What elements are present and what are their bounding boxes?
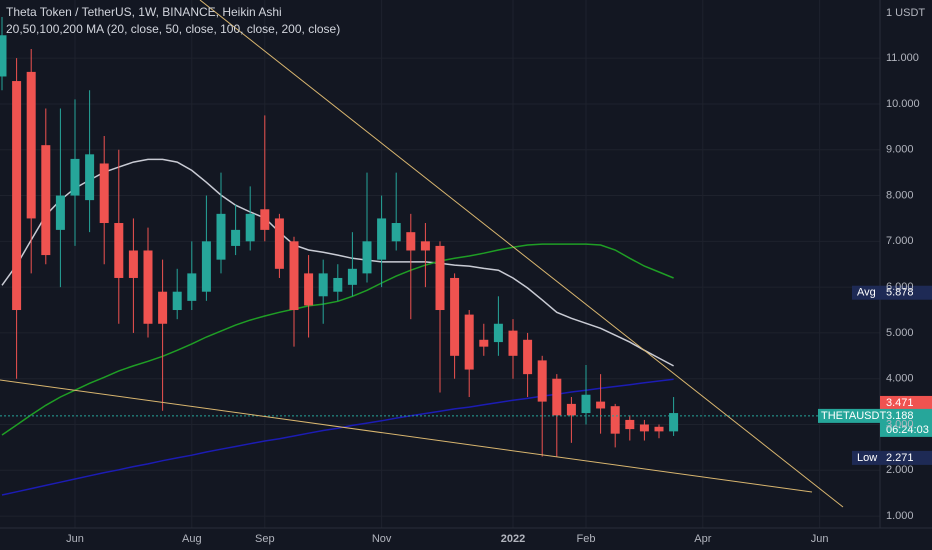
candle-body (41, 145, 51, 256)
candle-body (12, 81, 22, 311)
price-marker-box (880, 395, 932, 410)
x-tick-label: Feb (577, 533, 596, 545)
candle-body (377, 218, 387, 260)
indicator-label: 20,50,100,200 MA (20, close, 50, close, … (6, 22, 340, 36)
candle-body (537, 360, 547, 402)
candle-body (187, 273, 197, 301)
x-tick-label: Aug (182, 533, 202, 545)
candle-body (406, 232, 416, 251)
candle-body (85, 154, 95, 201)
candle-body (639, 424, 649, 432)
x-tick-label: Jun (66, 533, 84, 545)
candle-body (128, 250, 138, 278)
chart-title: Theta Token / TetherUS, 1W, BINANCE, Hei… (6, 5, 282, 19)
x-tick-label: Nov (372, 533, 392, 545)
x-tick-label: Sep (255, 533, 275, 545)
candle-body (581, 394, 591, 414)
time-axis (0, 528, 932, 550)
moving-average-line (1, 378, 674, 496)
y-tick-label: 2.000 (886, 464, 914, 476)
trend-line (0, 379, 813, 493)
moving-average-line (1, 243, 674, 436)
price-marker-name: Low (857, 452, 877, 464)
x-tick-label: 2022 (501, 533, 525, 545)
candle-body (289, 241, 299, 311)
candle-body (464, 314, 474, 370)
moving-average-line (1, 158, 674, 367)
candle-body (143, 250, 153, 324)
price-marker-box (818, 408, 880, 423)
price-marker-value: 5.878 (886, 287, 914, 299)
candle-body (435, 245, 445, 311)
candle-body (26, 71, 36, 219)
candle-body (654, 426, 664, 432)
candle-body (201, 241, 211, 292)
price-marker-name: Avg (857, 287, 876, 299)
y-tick-label: 11.000 (886, 52, 919, 64)
y-tick-label: 9.000 (886, 144, 914, 156)
candle-body (231, 229, 241, 246)
candle-body (347, 268, 357, 285)
candle-body (172, 291, 182, 311)
candle-body (523, 339, 533, 375)
candle-body (70, 158, 80, 196)
candle-body (596, 401, 606, 409)
candle-body (0, 35, 7, 77)
y-tick-label: 10.000 (886, 98, 920, 110)
candle-body (245, 213, 255, 242)
candle-body (318, 273, 328, 297)
y-tick-label: 3.000 (886, 418, 914, 430)
y-tick-label: 1.000 (886, 510, 914, 522)
candle-body (610, 406, 620, 434)
candle-body (274, 218, 284, 269)
candle-body (158, 291, 168, 324)
candle-body (99, 163, 109, 224)
currency-label: 1 USDT (886, 7, 925, 19)
candle-body (479, 339, 489, 347)
candle-body (552, 378, 562, 416)
y-tick-label: 8.000 (886, 189, 914, 201)
price-marker-value: 3.188 (886, 410, 914, 422)
candle-body (493, 323, 503, 343)
candle-body (566, 403, 576, 416)
trend-line (199, 0, 844, 508)
price-marker-value: 3.471 (886, 397, 914, 409)
price-marker-name: THETAUSDT (821, 410, 886, 422)
candle-body (450, 277, 460, 356)
candle-body (362, 241, 372, 274)
y-tick-label: 6.000 (886, 281, 914, 293)
candle-body (55, 195, 65, 230)
y-tick-label: 4.000 (886, 373, 914, 385)
countdown: 06:24:03 (886, 424, 929, 436)
candle-body (391, 223, 401, 242)
price-marker-value: 2.271 (886, 452, 914, 464)
candle-body (420, 241, 430, 251)
price-marker-box (852, 285, 932, 300)
candle-body (669, 413, 679, 432)
plot-area (0, 16, 880, 496)
x-tick-label: Jun (811, 533, 829, 545)
y-tick-label: 7.000 (886, 235, 914, 247)
candle-body (216, 213, 226, 260)
candle-body (114, 223, 124, 278)
candle-body (508, 330, 518, 356)
price-marker-box (880, 408, 932, 437)
y-tick-label: 5.000 (886, 327, 914, 339)
candle-body (260, 209, 270, 230)
x-tick-label: Apr (694, 533, 711, 545)
candle-body (625, 419, 635, 430)
candle-body (333, 277, 343, 292)
candle-body (304, 273, 314, 306)
price-marker-box (852, 450, 932, 465)
